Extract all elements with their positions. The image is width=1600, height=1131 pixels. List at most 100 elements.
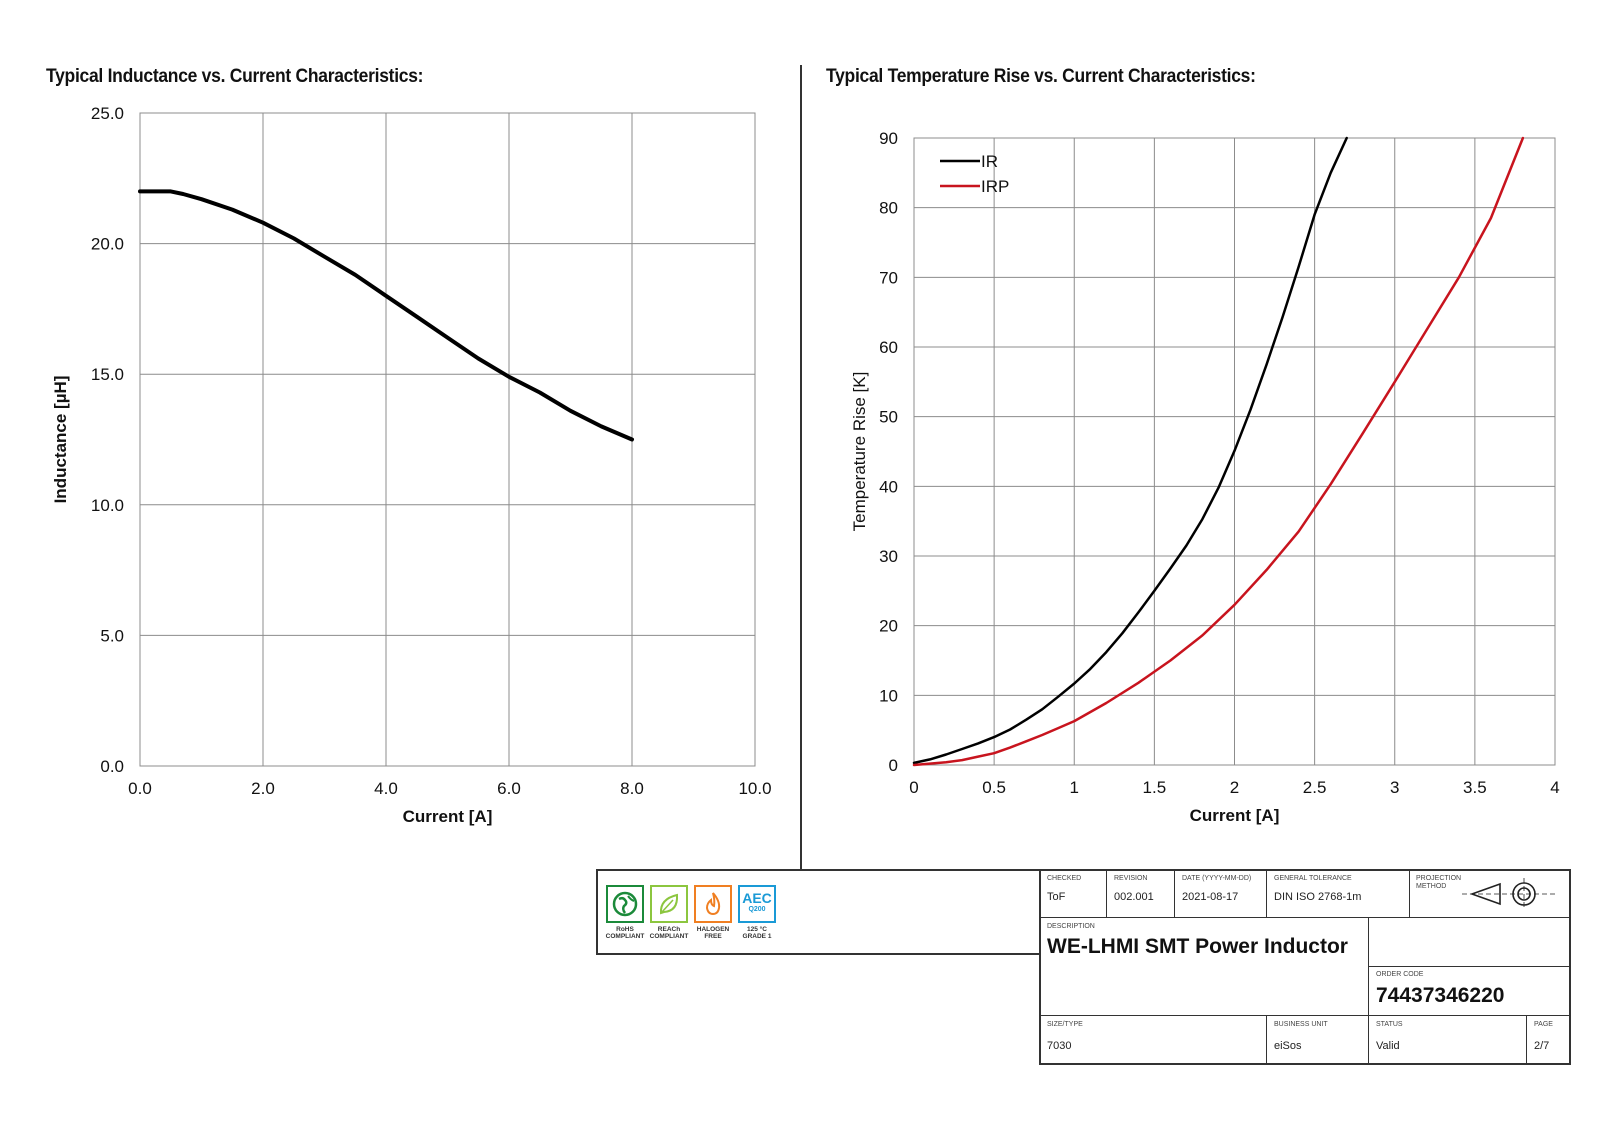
order-code-value: 74437346220 bbox=[1376, 984, 1505, 1007]
status-value: Valid bbox=[1376, 1040, 1400, 1052]
y-tick-label: 60 bbox=[879, 338, 898, 357]
x-tick-label: 0 bbox=[909, 778, 918, 797]
y-tick-label: 30 bbox=[879, 547, 898, 566]
x-tick-label: 8.0 bbox=[620, 779, 644, 798]
plot-frame bbox=[913, 137, 1556, 766]
series-line-0 bbox=[138, 189, 634, 442]
x-tick-label: 1.5 bbox=[1143, 778, 1167, 797]
tb-border-right bbox=[1569, 869, 1571, 1065]
reach-line1: REACh bbox=[657, 926, 681, 933]
projection-method-icon bbox=[1462, 878, 1558, 910]
y-tick-label: 5.0 bbox=[100, 626, 124, 645]
title-block: RoHS COMPLIANT REACh COMPLIANT HALOGEN F… bbox=[596, 869, 1571, 1065]
y-tick-label: 25.0 bbox=[91, 104, 124, 123]
aec-badge: AEC Q200 bbox=[738, 885, 776, 923]
rohs-label: RoHS COMPLIANT bbox=[602, 926, 648, 940]
tb-col-line-2 bbox=[1174, 869, 1175, 917]
y-tick-label: 0 bbox=[889, 756, 898, 775]
tb-col-line-1 bbox=[1106, 869, 1107, 917]
business-unit-value: eiSos bbox=[1274, 1040, 1302, 1052]
x-axis-label: Current [A] bbox=[1190, 806, 1280, 825]
tb-col-line-6 bbox=[1266, 1015, 1267, 1065]
reach-label: REACh COMPLIANT bbox=[646, 926, 692, 940]
y-tick-label: 10.0 bbox=[91, 496, 124, 515]
temperature-rise-chart: 0 0.5 1 1.5 2 2.5 3 3.5 40102030405060708090Curr… bbox=[850, 129, 1560, 825]
size-label: SIZE/TYPE bbox=[1047, 1021, 1083, 1028]
y-tick-label: 80 bbox=[879, 199, 898, 218]
y-tick-label: 20.0 bbox=[91, 235, 124, 254]
status-label: STATUS bbox=[1376, 1021, 1403, 1028]
description-value: WE-LHMI SMT Power Inductor bbox=[1047, 935, 1348, 958]
order-code-label: ORDER CODE bbox=[1376, 971, 1424, 978]
series-line-irp bbox=[912, 136, 1525, 767]
checked-value: ToF bbox=[1047, 891, 1066, 903]
y-tick-label: 15.0 bbox=[91, 365, 124, 384]
x-tick-label: 10.0 bbox=[738, 779, 771, 798]
tb-row-line-1 bbox=[1039, 917, 1571, 918]
revision-value: 002.001 bbox=[1114, 891, 1154, 903]
checked-label: CHECKED bbox=[1047, 875, 1082, 882]
halogen-badge bbox=[694, 885, 732, 923]
x-tick-label: 6.0 bbox=[497, 779, 521, 798]
tolerance-label: GENERAL TOLERANCE bbox=[1274, 875, 1352, 882]
tolerance-value: DIN ISO 2768-1m bbox=[1274, 891, 1362, 903]
x-axis-label: Current [A] bbox=[403, 807, 493, 826]
aec-label: 125 °C GRADE 1 bbox=[734, 926, 780, 940]
page-value: 2/7 bbox=[1534, 1040, 1550, 1052]
business-unit-label: BUSINESS UNIT bbox=[1274, 1021, 1328, 1028]
tb-col-line-7 bbox=[1526, 1015, 1527, 1065]
y-tick-label: 0.0 bbox=[100, 757, 124, 776]
y-axis-label: Inductance [µH] bbox=[51, 376, 70, 504]
x-tick-label: 4 bbox=[1550, 778, 1559, 797]
halogen-line1: HALOGEN bbox=[696, 926, 730, 933]
aec-sub-text: Q200 bbox=[748, 906, 766, 913]
y-tick-label: 70 bbox=[879, 268, 898, 287]
rohs-badge bbox=[606, 885, 644, 923]
x-tick-label: 0.5 bbox=[982, 778, 1006, 797]
x-tick-label: 0.0 bbox=[128, 779, 152, 798]
tb-border-top bbox=[596, 869, 1571, 871]
flame-icon bbox=[705, 892, 721, 916]
legend-label-ir: IR bbox=[981, 152, 998, 171]
y-tick-label: 90 bbox=[879, 129, 898, 148]
tb-col-line-4 bbox=[1409, 869, 1410, 917]
tb-border-bottom bbox=[1039, 1063, 1571, 1065]
date-value: 2021-08-17 bbox=[1182, 891, 1239, 903]
x-tick-label: 4.0 bbox=[374, 779, 398, 798]
x-tick-label: 1 bbox=[1070, 778, 1079, 797]
x-tick-label: 2 bbox=[1230, 778, 1239, 797]
x-tick-label: 2.0 bbox=[251, 779, 275, 798]
tb-row-line-2 bbox=[1368, 966, 1571, 967]
plot-frame bbox=[139, 112, 756, 767]
aec-text: AEC bbox=[742, 890, 772, 906]
leaf-icon bbox=[659, 893, 679, 915]
aec-line1: 125 °C bbox=[747, 926, 767, 933]
rohs-line1: RoHS bbox=[616, 926, 634, 933]
y-tick-label: 50 bbox=[879, 408, 898, 427]
y-tick-label: 40 bbox=[879, 477, 898, 496]
tb-col-line-3 bbox=[1266, 869, 1267, 917]
description-label: DESCRIPTION bbox=[1047, 923, 1095, 930]
y-axis-label: Temperature Rise [K] bbox=[850, 372, 869, 532]
series-line-ir bbox=[912, 136, 1348, 765]
right-chart-title: Typical Temperature Rise vs. Current Cha… bbox=[826, 66, 1256, 87]
aec-line2: GRADE 1 bbox=[742, 933, 772, 940]
page-divider bbox=[800, 65, 802, 871]
tb-border-left bbox=[596, 869, 598, 955]
inductance-chart: 0.0 2.0 4.0 6.0 8.0 10.0 0.0 5.0 10.0 15.0 20.0 25.… bbox=[51, 104, 772, 826]
y-tick-label: 20 bbox=[879, 617, 898, 636]
tb-row-line-3 bbox=[1039, 1015, 1571, 1016]
date-label: DATE (YYYY-MM-DD) bbox=[1182, 875, 1252, 882]
y-tick-label: 10 bbox=[879, 686, 898, 705]
globe-icon bbox=[612, 891, 638, 917]
x-tick-label: 2.5 bbox=[1303, 778, 1327, 797]
halogen-line2: FREE bbox=[704, 933, 722, 940]
rohs-line2: COMPLIANT bbox=[605, 933, 645, 940]
legend-label-irp: IRP bbox=[981, 177, 1009, 196]
x-tick-label: 3.5 bbox=[1463, 778, 1487, 797]
reach-line2: COMPLIANT bbox=[649, 933, 689, 940]
revision-label: REVISION bbox=[1114, 875, 1148, 882]
page-label: PAGE bbox=[1534, 1021, 1553, 1028]
tb-border-bottom-left bbox=[596, 953, 1041, 955]
size-value: 7030 bbox=[1047, 1040, 1072, 1052]
